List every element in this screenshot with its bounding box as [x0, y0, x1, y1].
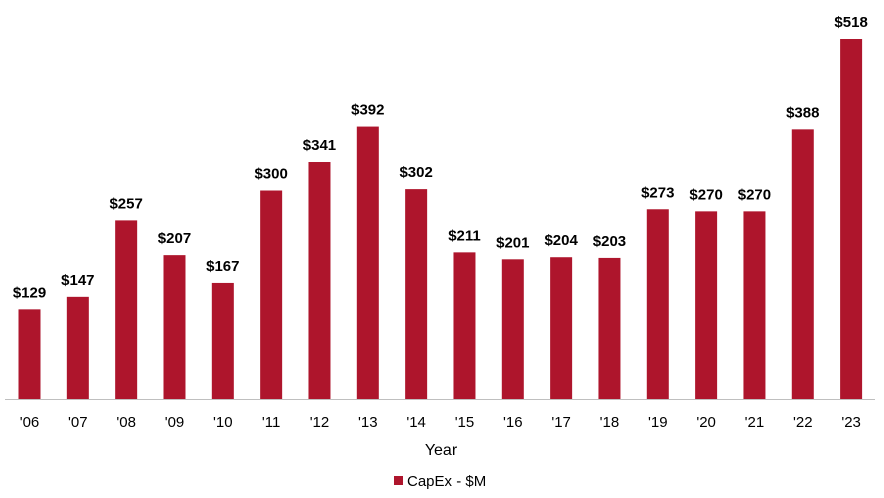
data-labels-group: $129 $147 $257 $207 $167 $300 $341 $392 $302 $211… — [13, 14, 868, 301]
data-label-15: $270 — [738, 186, 771, 203]
bar-14 — [695, 211, 718, 399]
bar-8 — [405, 189, 428, 399]
data-label-2: $257 — [109, 195, 142, 212]
x-tick-label-1: '07 — [68, 414, 88, 431]
data-label-4: $167 — [206, 258, 239, 275]
x-tick-label-8: '14 — [406, 414, 426, 431]
bar-11 — [550, 257, 573, 399]
bar-10 — [501, 259, 524, 399]
data-label-17: $518 — [834, 14, 867, 31]
bar-17 — [840, 39, 863, 399]
x-tick-label-5: '11 — [262, 414, 280, 431]
x-tick-label-17: '23 — [841, 414, 861, 431]
data-label-3: $207 — [158, 230, 191, 247]
bar-6 — [308, 162, 331, 399]
data-label-13: $273 — [641, 184, 674, 201]
data-label-8: $302 — [399, 164, 432, 181]
bar-4 — [211, 282, 234, 399]
x-tick-label-3: '09 — [165, 414, 185, 431]
data-label-16: $388 — [786, 104, 819, 121]
data-label-7: $392 — [351, 102, 384, 119]
data-label-10: $201 — [496, 234, 529, 251]
x-tick-label-11: '17 — [551, 414, 571, 431]
bar-15 — [743, 211, 766, 399]
bar-1 — [66, 296, 89, 399]
bar-3 — [163, 255, 186, 399]
bar-0 — [18, 309, 41, 399]
x-tick-labels-group: '06 '07 '08 '09 '10 '11 '12 '13 '14 '15 '16 '17 '18 '… — [20, 414, 861, 431]
data-label-1: $147 — [61, 272, 94, 289]
x-axis-title: Year — [425, 442, 458, 459]
x-tick-label-0: '06 — [20, 414, 40, 431]
bar-12 — [598, 257, 621, 399]
x-tick-label-14: '20 — [696, 414, 716, 431]
bar-9 — [453, 252, 476, 399]
bar-16 — [791, 129, 814, 399]
bar-7 — [356, 126, 379, 399]
x-tick-label-16: '22 — [793, 414, 813, 431]
bar-2 — [115, 220, 138, 399]
x-tick-label-10: '16 — [503, 414, 523, 431]
x-tick-label-9: '15 — [455, 414, 475, 431]
x-tick-label-7: '13 — [358, 414, 378, 431]
data-label-11: $204 — [544, 232, 578, 249]
x-tick-label-12: '18 — [600, 414, 620, 431]
bar-13 — [646, 209, 669, 399]
data-label-14: $270 — [689, 186, 722, 203]
data-label-9: $211 — [448, 227, 481, 244]
x-tick-label-2: '08 — [116, 414, 136, 431]
bars-group — [18, 39, 863, 399]
legend-label: CapEx - $M — [407, 473, 486, 490]
data-label-12: $203 — [593, 233, 626, 250]
x-tick-label-15: '21 — [745, 414, 765, 431]
data-label-5: $300 — [254, 166, 287, 183]
x-tick-label-13: '19 — [648, 414, 668, 431]
bar-5 — [260, 190, 283, 399]
x-tick-label-4: '10 — [213, 414, 233, 431]
data-label-6: $341 — [303, 137, 336, 154]
legend-swatch — [394, 476, 403, 485]
data-label-0: $129 — [13, 284, 46, 301]
x-tick-label-6: '12 — [310, 414, 330, 431]
legend: CapEx - $M — [394, 473, 486, 490]
